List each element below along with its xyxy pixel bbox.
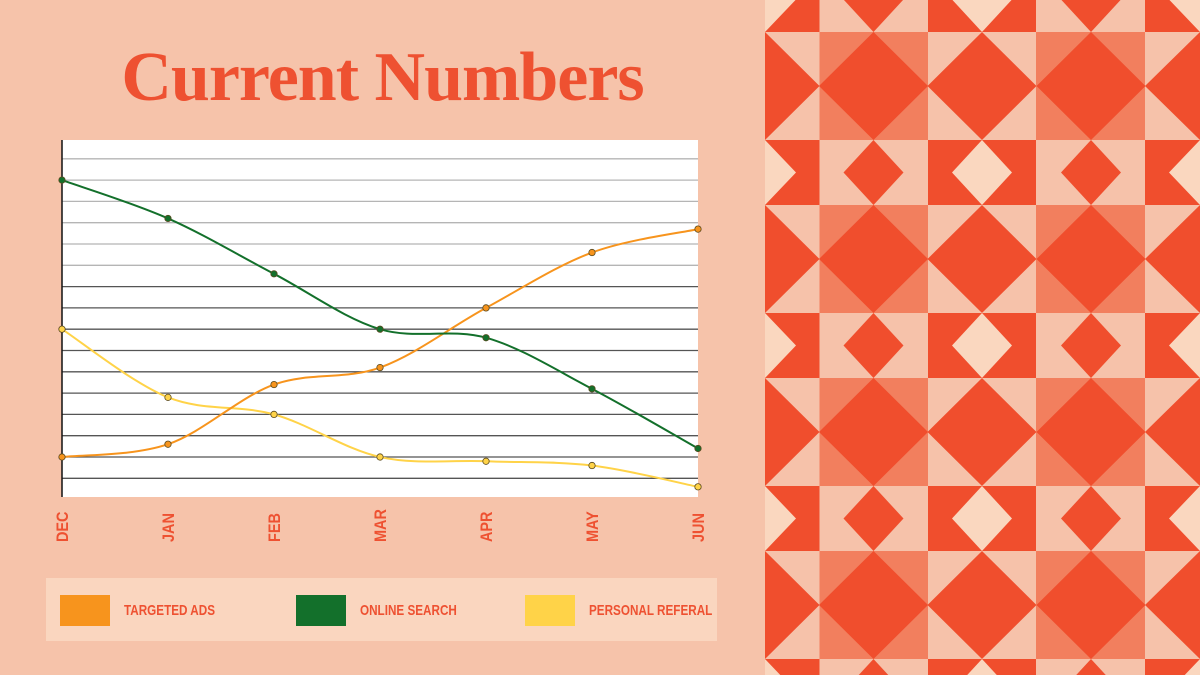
legend-item-personal-referal: PERSONAL REFERAL	[525, 595, 747, 626]
legend-swatch	[525, 595, 575, 626]
data-point-targeted-ads	[270, 380, 278, 389]
x-tick-label: APR	[478, 511, 496, 542]
chart-legend: TARGETED ADS ONLINE SEARCH PERSONAL REFE…	[46, 578, 717, 641]
legend-item-targeted-ads: TARGETED ADS	[60, 595, 241, 626]
slide-title: Current Numbers	[121, 39, 644, 116]
x-tick-label: JUN	[690, 513, 708, 542]
plot-area	[62, 140, 698, 497]
data-point-online-search	[482, 334, 490, 342]
x-tick-label: JAN	[160, 513, 178, 542]
data-point-online-search	[58, 176, 66, 184]
data-point-personal-referal	[694, 483, 702, 491]
legend-label: ONLINE SEARCH	[360, 602, 457, 619]
legend-label: TARGETED ADS	[124, 602, 216, 619]
data-point-online-search	[376, 325, 384, 333]
data-point-targeted-ads	[58, 453, 66, 461]
data-point-targeted-ads	[482, 304, 490, 312]
pattern-fill	[765, 0, 1200, 675]
data-point-personal-referal	[58, 325, 66, 333]
data-point-targeted-ads	[376, 363, 384, 372]
data-point-targeted-ads	[588, 248, 596, 257]
legend-swatch	[296, 595, 346, 626]
legend-label: PERSONAL REFERAL	[589, 602, 713, 619]
data-point-personal-referal	[376, 453, 384, 461]
x-tick-label: MAY	[584, 511, 602, 542]
data-point-targeted-ads	[164, 440, 172, 448]
x-tick-label: DEC	[54, 512, 72, 542]
data-point-personal-referal	[270, 410, 278, 418]
legend-item-online-search: ONLINE SEARCH	[296, 595, 484, 626]
x-tick-label: MAR	[372, 509, 390, 542]
x-tick-label: FEB	[266, 513, 284, 542]
data-point-online-search	[270, 270, 278, 278]
legend-swatch	[60, 595, 110, 626]
data-point-personal-referal	[164, 393, 172, 401]
data-point-online-search	[588, 385, 596, 393]
line-chart: DEC JAN FEB MAR APR MAY JUN	[54, 140, 708, 542]
data-point-personal-referal	[588, 461, 596, 470]
data-point-online-search	[694, 444, 702, 453]
decorative-geometric-pattern	[765, 0, 1200, 675]
data-point-personal-referal	[482, 457, 490, 465]
data-point-targeted-ads	[694, 225, 702, 233]
data-point-online-search	[164, 214, 172, 223]
